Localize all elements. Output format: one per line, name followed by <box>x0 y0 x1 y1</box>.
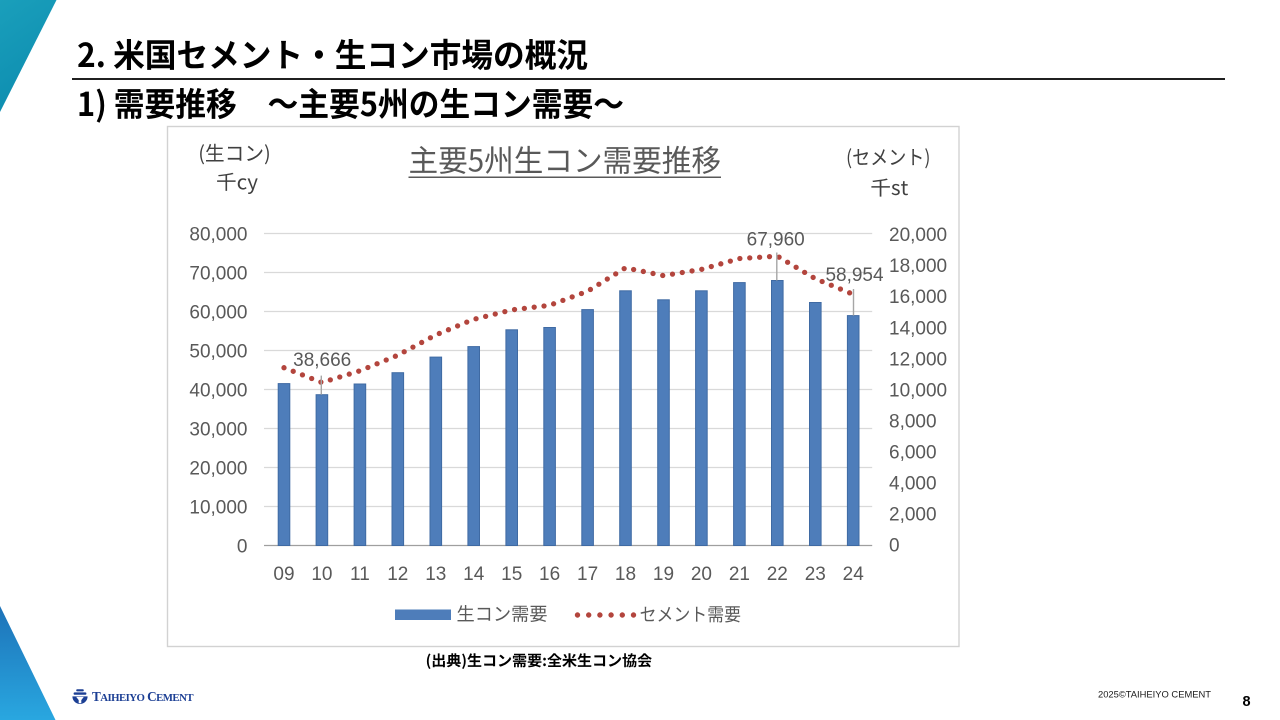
svg-text:38,666: 38,666 <box>293 350 351 371</box>
svg-text:2025©TAIHEIYO CEMENT: 2025©TAIHEIYO CEMENT <box>1098 689 1211 700</box>
svg-text:4,000: 4,000 <box>889 474 937 495</box>
svg-text:14: 14 <box>463 564 485 585</box>
svg-text:20,000: 20,000 <box>189 458 247 479</box>
svg-text:8: 8 <box>1243 694 1251 710</box>
svg-text:12: 12 <box>387 564 408 585</box>
svg-text:22: 22 <box>767 564 788 585</box>
svg-text:67,960: 67,960 <box>747 229 805 250</box>
svg-text:14,000: 14,000 <box>889 318 947 339</box>
svg-text:70,000: 70,000 <box>189 263 247 284</box>
svg-text:19: 19 <box>653 564 674 585</box>
svg-text:16,000: 16,000 <box>889 287 947 308</box>
svg-text:10,000: 10,000 <box>189 497 247 518</box>
svg-text:11: 11 <box>350 564 370 585</box>
svg-text:TAIHEIYO CEMENT: TAIHEIYO CEMENT <box>92 689 194 704</box>
svg-text:24: 24 <box>843 564 865 585</box>
svg-text:12,000: 12,000 <box>889 349 947 370</box>
svg-text:30,000: 30,000 <box>189 419 247 440</box>
svg-text:60,000: 60,000 <box>189 302 247 323</box>
svg-text:0: 0 <box>237 536 248 557</box>
svg-text:40,000: 40,000 <box>189 380 247 401</box>
svg-text:17: 17 <box>577 564 598 585</box>
svg-text:09: 09 <box>273 564 294 585</box>
svg-text:2,000: 2,000 <box>889 505 937 526</box>
svg-text:20,000: 20,000 <box>889 225 947 246</box>
svg-text:21: 21 <box>729 564 750 585</box>
svg-text:18,000: 18,000 <box>889 256 947 277</box>
svg-text:15: 15 <box>501 564 522 585</box>
svg-text:13: 13 <box>425 564 446 585</box>
svg-text:18: 18 <box>615 564 636 585</box>
svg-text:8,000: 8,000 <box>889 412 937 433</box>
svg-text:80,000: 80,000 <box>189 224 247 245</box>
svg-text:23: 23 <box>805 564 826 585</box>
svg-text:50,000: 50,000 <box>189 341 247 362</box>
svg-text:10,000: 10,000 <box>889 380 947 401</box>
svg-text:10: 10 <box>311 564 332 585</box>
svg-text:58,954: 58,954 <box>825 265 884 286</box>
svg-text:6,000: 6,000 <box>889 443 937 464</box>
svg-text:20: 20 <box>691 564 712 585</box>
svg-text:0: 0 <box>889 536 900 557</box>
svg-text:16: 16 <box>539 564 560 585</box>
